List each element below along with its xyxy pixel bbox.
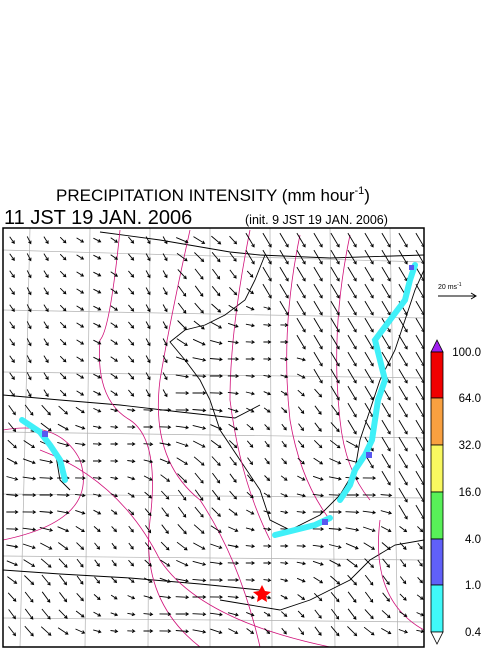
map-frame — [2, 227, 425, 648]
colorbar — [430, 339, 444, 645]
precipitation-heavy — [42, 265, 414, 525]
colorbar-label: 32.0 — [459, 440, 481, 452]
colorbar-labels: 100.0 64.0 32.0 16.0 4.0 1.0 0.4 — [452, 347, 481, 639]
colorbar-segment — [430, 491, 444, 540]
wind-scale-arrow — [438, 292, 477, 300]
colorbar-segment — [430, 538, 444, 586]
colorbar-bottom — [430, 631, 444, 645]
title-superscript: -1 — [355, 185, 365, 197]
wind-scale-superscript: -1 — [457, 282, 462, 288]
map — [2, 227, 425, 648]
wind-arrows — [6, 232, 424, 637]
colorbar-top — [430, 339, 444, 353]
boundaries — [3, 231, 424, 611]
wind-scale-text: 20 ms — [438, 284, 458, 291]
graticule — [3, 228, 424, 647]
colorbar-label: 0.4 — [465, 627, 482, 639]
title-close: ) — [364, 186, 370, 205]
title-text: PRECIPITATION INTENSITY (mm hour — [56, 186, 355, 205]
colorbar-label: 64.0 — [459, 393, 481, 405]
colorbar-segment — [430, 584, 444, 633]
colorbar-segment — [430, 351, 444, 399]
colorbar-segment — [430, 397, 444, 446]
colorbar-label: 1.0 — [465, 580, 481, 592]
colorbar-label: 16.0 — [459, 487, 481, 499]
colorbar-label: 100.0 — [452, 347, 481, 359]
title: PRECIPITATION INTENSITY (mm hour-1) — [56, 185, 370, 205]
init-time: (init. 9 JST 19 JAN. 2006) — [245, 213, 388, 227]
valid-time: 11 JST 19 JAN. 2006 — [4, 207, 192, 229]
wind-scale-label: 20 ms-1 — [438, 282, 462, 291]
wind-vectors — [6, 232, 424, 637]
colorbar-label: 4.0 — [465, 534, 481, 546]
location-marker — [253, 585, 271, 602]
colorbar-segment — [430, 444, 444, 493]
